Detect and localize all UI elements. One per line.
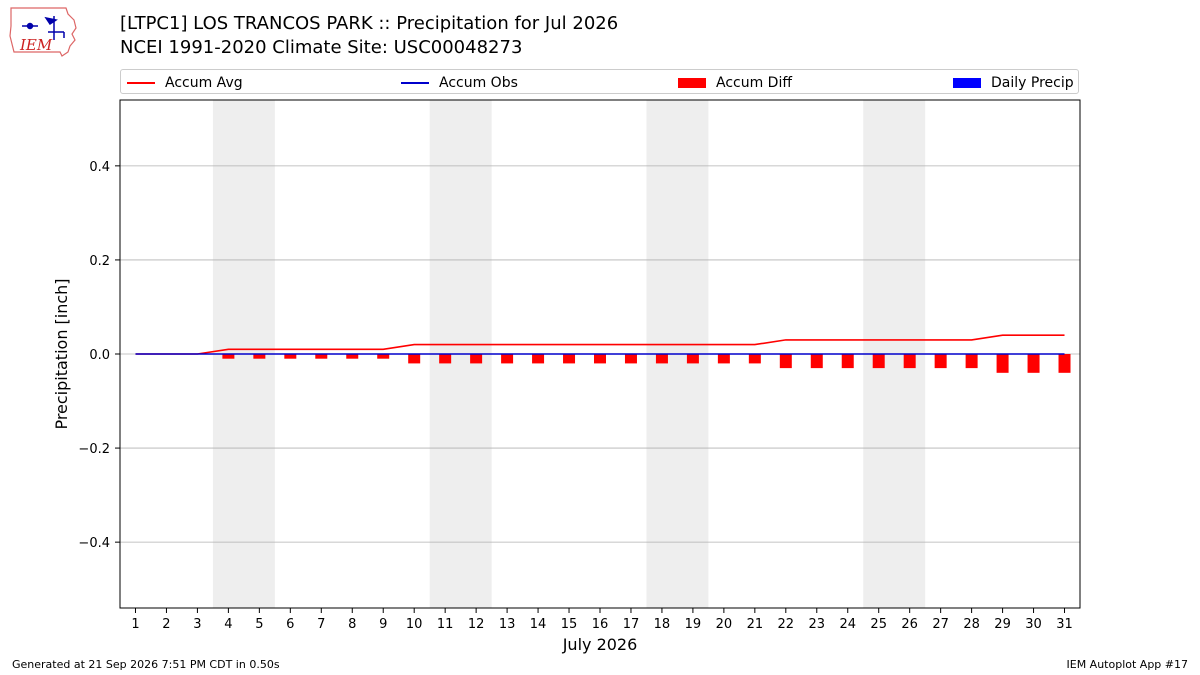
bar-accum-diff-day-7 [315,354,328,359]
bar-accum-diff-day-11 [439,354,452,364]
legend-label-accum-diff: Accum Diff [716,74,793,91]
x-tick-label-6: 6 [286,617,294,632]
bar-accum-diff-day-5 [253,354,266,359]
legend-swatch-accum-avg [127,81,155,84]
x-tick-label-30: 30 [1025,617,1042,632]
legend-label-accum-obs: Accum Obs [439,74,518,91]
x-tick-label-8: 8 [348,617,356,632]
bar-accum-diff-day-10 [408,354,421,364]
chart-subtitle: NCEI 1991-2020 Climate Site: USC00048273 [120,37,523,58]
x-tick-label-23: 23 [809,617,826,632]
bar-accum-diff-day-12 [470,354,483,364]
x-tick-label-17: 17 [623,617,640,632]
bar-accum-diff-day-19 [686,354,699,364]
legend-swatch-accum-obs [401,81,429,84]
legend-swatch-accum-diff [678,77,706,88]
x-tick-label-14: 14 [530,617,547,632]
x-tick-label-26: 26 [901,617,918,632]
x-tick-label-3: 3 [193,617,201,632]
bar-accum-diff-day-24 [841,354,854,369]
bar-accum-diff-day-9 [377,354,390,359]
bar-accum-diff-day-23 [810,354,823,369]
x-axis-label: July 2026 [562,635,638,654]
x-tick-label-5: 5 [255,617,263,632]
x-tick-label-25: 25 [870,617,887,632]
bar-accum-diff-day-13 [501,354,514,364]
bar-accum-diff-day-29 [996,354,1009,373]
x-tick-label-16: 16 [592,617,609,632]
x-tick-label-15: 15 [561,617,578,632]
x-tick-label-10: 10 [406,617,423,632]
bar-accum-diff-day-17 [624,354,637,364]
x-tick-label-19: 19 [685,617,702,632]
bar-accum-diff-day-14 [532,354,545,364]
iem-logo: IEM [9,7,77,57]
line-accum-avg [135,334,1065,355]
x-tick-label-2: 2 [162,617,170,632]
legend-item-daily-precip: Daily Precip [953,70,1074,95]
bar-accum-diff-day-27 [934,354,947,369]
x-tick-label-28: 28 [963,617,980,632]
x-tick-label-13: 13 [499,617,516,632]
x-tick-label-7: 7 [317,617,325,632]
bar-accum-diff-day-8 [346,354,359,359]
legend: Accum Avg Accum Obs Accum Diff Daily Pre… [120,69,1079,94]
x-tick-label-4: 4 [224,617,232,632]
y-tick-label-3: 0.2 [89,254,110,269]
legend-swatch-daily-precip [953,77,981,88]
chart-title: [LTPC1] LOS TRANCOS PARK :: Precipitatio… [120,13,619,34]
bar-accum-diff-day-16 [594,354,606,364]
y-tick-label-0: −0.4 [78,536,110,551]
bar-accum-diff-day-28 [965,354,978,369]
bar-accum-diff-day-25 [872,354,885,369]
legend-item-accum-obs: Accum Obs [401,70,518,95]
legend-label-accum-avg: Accum Avg [165,74,243,91]
bar-accum-diff-day-18 [655,354,668,364]
y-tick-label-4: 0.4 [89,160,110,175]
legend-label-daily-precip: Daily Precip [991,74,1074,91]
x-tick-label-22: 22 [778,617,795,632]
bar-accum-diff-day-26 [903,354,916,369]
bar-accum-diff-day-31 [1058,354,1071,373]
x-tick-label-12: 12 [468,617,485,632]
x-tick-label-11: 11 [437,617,454,632]
x-tick-label-24: 24 [839,617,856,632]
x-tick-label-9: 9 [379,617,387,632]
x-tick-label-29: 29 [994,617,1011,632]
bar-accum-diff-day-15 [563,354,576,364]
x-tick-label-21: 21 [747,617,764,632]
legend-item-accum-avg: Accum Avg [127,70,243,95]
bar-accum-diff-day-20 [717,354,730,364]
bar-accum-diff-day-4 [222,354,235,359]
bar-accum-diff-day-22 [779,354,792,369]
legend-item-accum-diff: Accum Diff [678,70,792,95]
y-tick-label-2: 0.0 [89,348,110,363]
footer-generated: Generated at 21 Sep 2026 7:51 PM CDT in … [12,658,280,671]
bar-accum-diff-day-30 [1027,354,1040,373]
footer-app-id: IEM Autoplot App #17 [1066,658,1189,671]
x-tick-label-31: 31 [1056,617,1073,632]
x-tick-label-20: 20 [716,617,733,632]
x-tick-label-18: 18 [654,617,671,632]
bar-accum-diff-day-6 [284,354,297,359]
x-tick-label-1: 1 [131,617,139,632]
logo-text: IEM [19,36,53,54]
bar-accum-diff-day-21 [748,354,761,364]
y-tick-label-1: −0.2 [78,442,110,457]
x-tick-label-27: 27 [932,617,949,632]
y-axis-label: Precipitation [inch] [52,278,71,429]
